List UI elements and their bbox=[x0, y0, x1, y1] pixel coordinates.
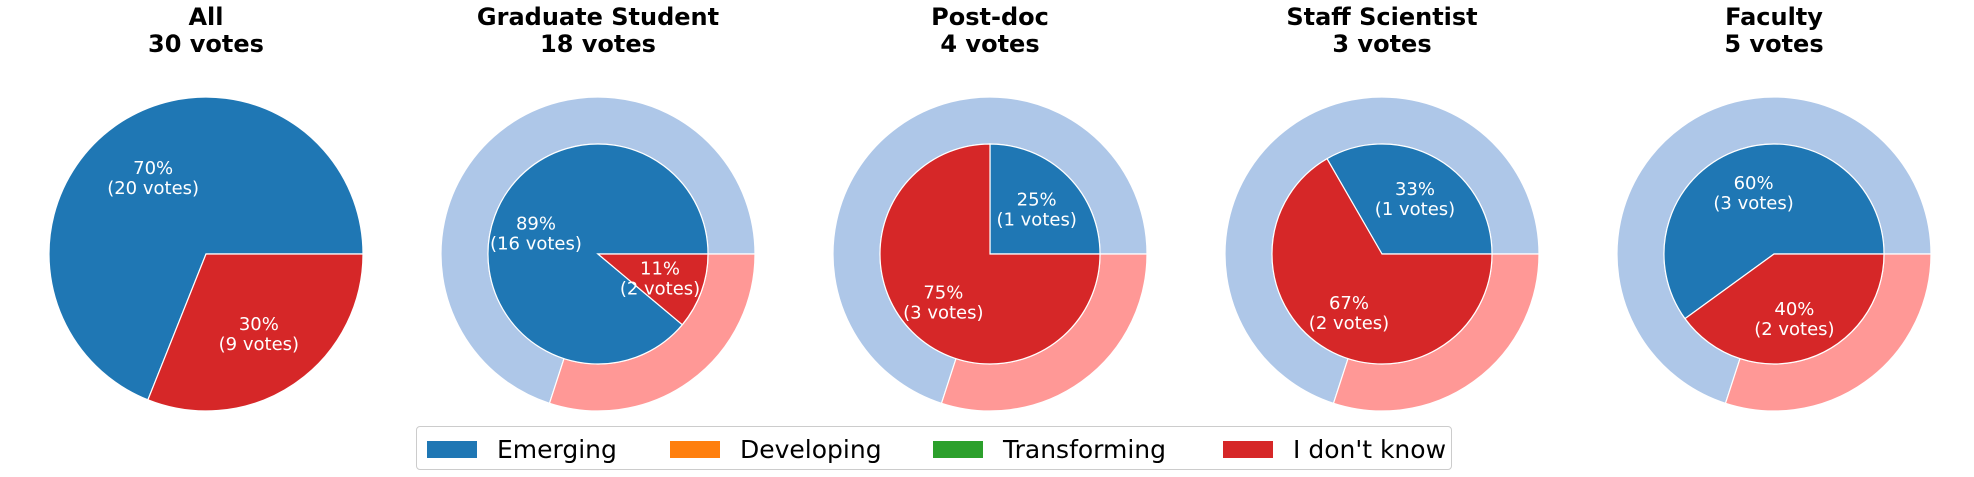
slice-label-emerging: 70% (20 votes) bbox=[107, 158, 199, 199]
pie-slice-i-don-t-know bbox=[1271, 157, 1493, 365]
pie-slice-i-don-t-know bbox=[596, 253, 709, 326]
pie-slice-emerging bbox=[1326, 143, 1493, 255]
panel-title: All bbox=[188, 3, 223, 31]
legend-item-developing: Developing bbox=[670, 427, 882, 471]
legend-swatch-developing bbox=[670, 440, 720, 458]
legend-label-i-dont-know: I don't know bbox=[1293, 434, 1447, 464]
legend-label-emerging: Emerging bbox=[497, 434, 617, 464]
pie-slice-emerging bbox=[989, 143, 1101, 255]
panel-title: Post-doc bbox=[931, 3, 1049, 31]
panel-vote-count: 30 votes bbox=[148, 30, 264, 58]
slice-label-emerging: 60% (3 votes) bbox=[1713, 173, 1793, 214]
slice-label-emerging: 33% (1 votes) bbox=[1375, 179, 1455, 220]
pie-slice-emerging bbox=[48, 96, 364, 401]
legend-item-transforming: Transforming bbox=[933, 427, 1166, 471]
panel-vote-count: 4 votes bbox=[940, 30, 1039, 58]
panel-vote-count: 3 votes bbox=[1332, 30, 1431, 58]
legend-item-emerging: Emerging bbox=[427, 427, 617, 471]
legend-swatch-transforming bbox=[933, 440, 983, 458]
chart-legend: Emerging Developing Transforming I don't… bbox=[416, 426, 1452, 470]
slice-label-i-don-t-know: 40% (2 votes) bbox=[1754, 299, 1834, 340]
legend-swatch-emerging bbox=[427, 440, 477, 458]
panel-vote-count: 5 votes bbox=[1724, 30, 1823, 58]
slice-label-emerging: 25% (1 votes) bbox=[996, 189, 1076, 230]
legend-swatch-i-dont-know bbox=[1223, 440, 1273, 458]
pie-slice-emerging bbox=[1663, 143, 1885, 320]
slice-label-emerging: 89% (16 votes) bbox=[490, 213, 582, 254]
legend-label-developing: Developing bbox=[740, 434, 882, 464]
slice-label-i-don-t-know: 30% (9 votes) bbox=[219, 314, 299, 355]
panel-title: Graduate Student bbox=[477, 3, 719, 31]
pie-slice-i-don-t-know bbox=[147, 253, 364, 412]
pie-slice-i-don-t-know bbox=[879, 143, 1101, 365]
panel-title: Faculty bbox=[1725, 3, 1823, 31]
pie-slice-i-don-t-know bbox=[1684, 253, 1885, 365]
legend-item-i-dont-know: I don't know bbox=[1223, 427, 1446, 471]
slice-label-i-don-t-know: 67% (2 votes) bbox=[1309, 293, 1389, 334]
legend-label-transforming: Transforming bbox=[1003, 434, 1167, 464]
slice-label-i-don-t-know: 75% (3 votes) bbox=[903, 283, 983, 324]
slice-label-i-don-t-know: 11% (2 votes) bbox=[620, 259, 700, 300]
panel-vote-count: 18 votes bbox=[540, 30, 656, 58]
panel-title: Staff Scientist bbox=[1286, 3, 1477, 31]
